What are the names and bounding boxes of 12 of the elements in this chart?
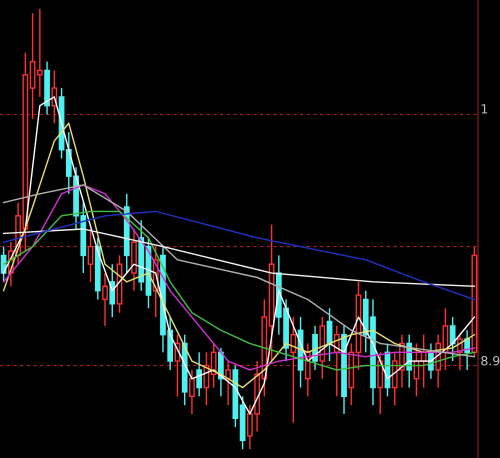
text: 1 xyxy=(482,104,488,114)
candlestick xyxy=(414,342,420,398)
candlestick xyxy=(326,308,332,362)
candlestick xyxy=(102,272,108,327)
candlestick xyxy=(225,360,232,406)
candlestick xyxy=(290,316,296,424)
text: 8.9 xyxy=(481,356,500,366)
candlestick xyxy=(196,352,202,398)
candlestick xyxy=(88,228,94,283)
candlestick xyxy=(450,316,456,362)
candlestick xyxy=(174,334,180,398)
candlestick xyxy=(189,369,195,415)
